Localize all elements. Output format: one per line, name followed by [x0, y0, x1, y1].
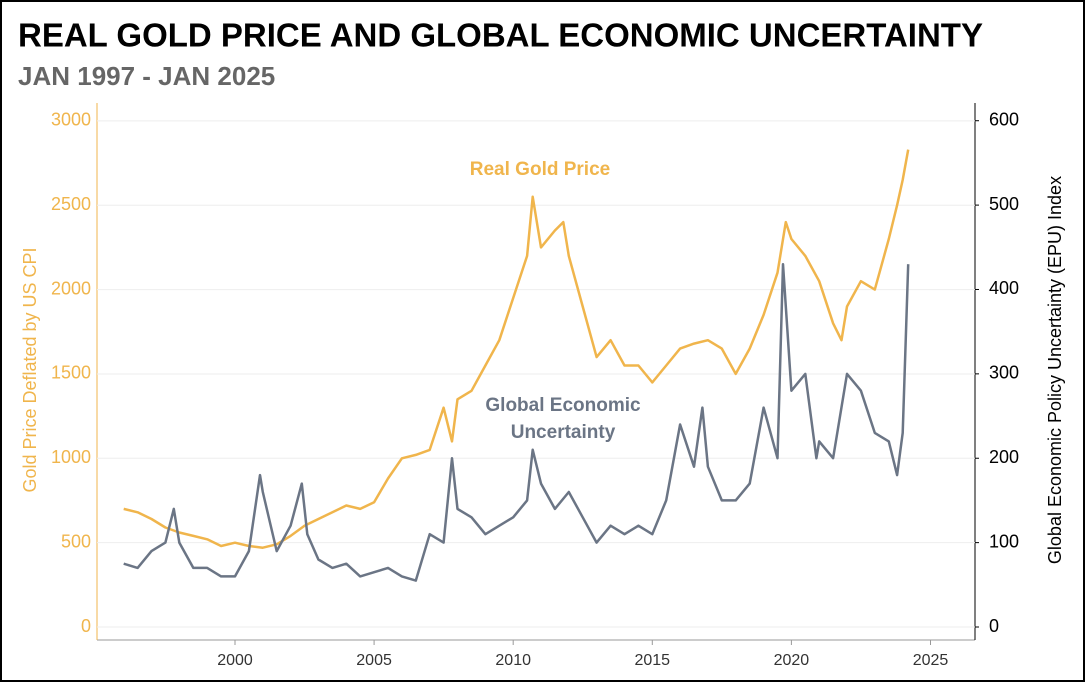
y-axis-label: Gold Price Deflated by US CPI [20, 247, 40, 492]
y2-axis-label: Global Economic Policy Uncertainty (EPU)… [1045, 176, 1065, 564]
x-tick-label: 2010 [495, 652, 531, 669]
series-label: Real Gold Price [470, 159, 610, 180]
x-tick-label: 2025 [913, 652, 949, 669]
y-tick-label: 1000 [51, 447, 91, 467]
y-tick-label: 2000 [51, 278, 91, 298]
series-label: Uncertainty [511, 422, 616, 443]
y2-tick-label: 100 [989, 531, 1019, 551]
series-label: Global Economic [485, 395, 641, 416]
y-tick-label: 1500 [51, 363, 91, 383]
y-tick-label: 0 [81, 616, 91, 636]
y2-tick-label: 0 [989, 616, 999, 636]
chart-title: REAL GOLD PRICE AND GLOBAL ECONOMIC UNCE… [18, 17, 983, 54]
x-tick-label: 2015 [634, 652, 670, 669]
x-tick-label: 2000 [217, 652, 253, 669]
y2-tick-label: 400 [989, 278, 1019, 298]
y-tick-label: 2500 [51, 194, 91, 214]
y2-tick-label: 600 [989, 109, 1019, 129]
y2-tick-label: 500 [989, 194, 1019, 214]
series-line [123, 262, 910, 582]
y-tick-label: 3000 [51, 110, 91, 130]
series-line [123, 149, 910, 549]
y2-tick-label: 300 [989, 363, 1019, 383]
chart-subtitle: JAN 1997 - JAN 2025 [18, 61, 275, 91]
x-tick-label: 2020 [774, 652, 810, 669]
x-tick-label: 2005 [356, 652, 392, 669]
y2-tick-label: 200 [989, 447, 1019, 467]
y-tick-label: 500 [61, 531, 91, 551]
